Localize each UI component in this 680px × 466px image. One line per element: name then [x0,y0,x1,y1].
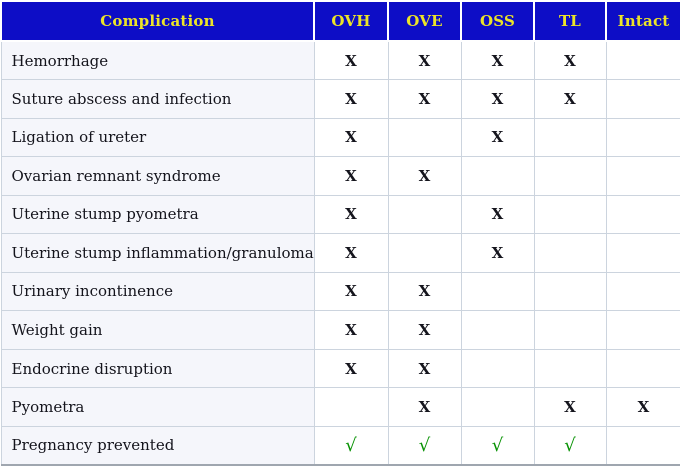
table-row: Ligation of ureter X X [0,117,680,158]
header-row: Complication OVH OVE OSS TL Intact [0,0,680,42]
row-label: Ovarian remnant syndrome [0,156,315,196]
table-row: Pregnancy prevented √ √ √ √ [0,425,680,466]
x-mark-cell: X [313,117,389,158]
row-label: Suture abscess and infection [0,79,315,119]
column-header-ove: OVE [387,0,462,42]
x-mark-cell: X [533,40,607,81]
x-mark-cell: X [313,233,389,273]
empty-cell [313,387,389,427]
empty-cell [460,156,535,196]
check-mark-cell: √ [387,425,462,466]
empty-cell [605,79,680,119]
empty-cell [533,156,607,196]
table-row: Hemorrhage X X X X [0,40,680,81]
x-mark-cell: X [387,271,462,312]
empty-cell [387,194,462,235]
x-mark-cell: X [387,348,462,389]
empty-cell [460,310,535,350]
table-row: Uterine stump inflammation/granuloma X X [0,233,680,273]
x-mark-cell: X [313,348,389,389]
x-mark-cell: X [387,40,462,81]
x-mark-cell: X [387,156,462,196]
x-mark-cell: X [313,310,389,350]
x-mark-cell: X [460,40,535,81]
x-mark-cell: X [313,271,389,312]
check-mark-cell: √ [313,425,389,466]
x-mark-cell: X [460,233,535,273]
table-row: Weight gain X X [0,310,680,350]
row-label: Hemorrhage [0,40,315,81]
table-header: Complication OVH OVE OSS TL Intact [0,0,680,42]
empty-cell [533,194,607,235]
row-label: Uterine stump pyometra [0,194,315,235]
x-mark-cell: X [313,40,389,81]
empty-cell [605,271,680,312]
empty-cell [533,348,607,389]
empty-cell [605,425,680,466]
row-label: Uterine stump inflammation/granuloma [0,233,315,273]
check-mark-cell: √ [533,425,607,466]
empty-cell [605,194,680,235]
table-body: Hemorrhage X X X X Suture abscess and infecti… [0,40,680,466]
row-label: Pregnancy prevented [0,425,315,466]
table-row: Uterine stump pyometra X X [0,194,680,235]
empty-cell [605,40,680,81]
empty-cell [533,310,607,350]
x-mark-cell: X [387,79,462,119]
table-row: Ovarian remnant syndrome X X [0,156,680,196]
empty-cell [605,348,680,389]
table-row: Pyometra X X X [0,387,680,427]
empty-cell [605,233,680,273]
empty-cell [460,271,535,312]
empty-cell [460,348,535,389]
x-mark-cell: X [460,117,535,158]
empty-cell [460,387,535,427]
row-label: Endocrine disruption [0,348,315,389]
x-mark-cell: X [605,387,680,427]
column-header-ovh: OVH [313,0,389,42]
table-row: Urinary incontinence X X [0,271,680,312]
empty-cell [605,117,680,158]
column-header-complication: Complication [0,0,315,42]
empty-cell [533,271,607,312]
empty-cell [605,156,680,196]
check-mark-cell: √ [460,425,535,466]
x-mark-cell: X [533,79,607,119]
x-mark-cell: X [313,79,389,119]
empty-cell [387,233,462,273]
empty-cell [605,310,680,350]
row-label: Weight gain [0,310,315,350]
x-mark-cell: X [460,194,535,235]
column-header-intact: Intact [605,0,680,42]
empty-cell [533,117,607,158]
x-mark-cell: X [313,156,389,196]
column-header-oss: OSS [460,0,535,42]
x-mark-cell: X [387,310,462,350]
x-mark-cell: X [313,194,389,235]
x-mark-cell: X [460,79,535,119]
x-mark-cell: X [533,387,607,427]
x-mark-cell: X [387,387,462,427]
empty-cell [533,233,607,273]
row-label: Ligation of ureter [0,117,315,158]
table-row: Suture abscess and infection X X X X [0,79,680,119]
row-label: Urinary incontinence [0,271,315,312]
column-header-tl: TL [533,0,607,42]
empty-cell [387,117,462,158]
table-row: Endocrine disruption X X [0,348,680,389]
row-label: Pyometra [0,387,315,427]
